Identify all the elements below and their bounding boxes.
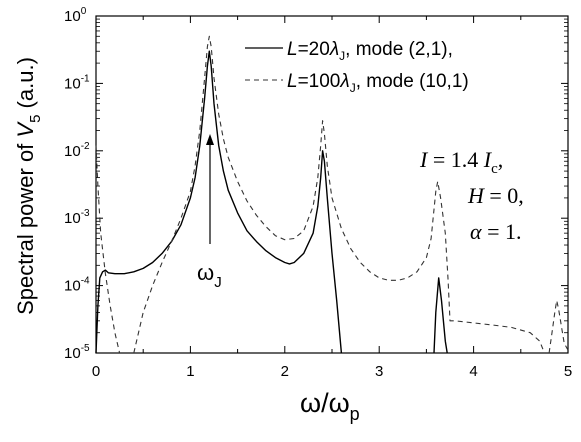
axis-ticks [95, 15, 569, 354]
x-tick-label: 2 [281, 363, 289, 380]
legend-label-dashed: L=100λJ, mode (10,1) [287, 71, 469, 95]
x-axis-label: ω/ωp [300, 388, 360, 424]
series-line-dashed [95, 145, 121, 354]
y-axis-label: Spectral power of V5 (a.u.) [13, 57, 44, 315]
y-axis-label-sub: 5 [27, 115, 44, 123]
y-tick-labels: 100 10-1 10-2 10-3 10-4 10-5 [64, 6, 90, 362]
y-tick-label: 100 [64, 6, 87, 25]
series-line-dashed [548, 300, 569, 354]
param-field: H = 0, [467, 183, 524, 208]
y-tick-label: 10-3 [64, 208, 90, 227]
omega-j-annotation: ωJ [197, 134, 222, 291]
y-tick-label: 10-4 [64, 276, 90, 295]
param-damping: α = 1. [470, 219, 521, 244]
x-tick-label: 0 [92, 363, 100, 380]
series-line-solid [95, 50, 343, 354]
series-line-solid [433, 277, 448, 354]
x-tick-label: 5 [564, 363, 572, 380]
y-tick-label: 10-1 [64, 73, 90, 92]
legend: L=20λJ, mode (2,1), L=100λJ, mode (10,1) [245, 39, 469, 95]
series-layer [95, 35, 569, 354]
omega-j-arrow-head [206, 134, 214, 145]
x-axis-label-sub: p [350, 404, 360, 424]
x-tick-label: 4 [469, 363, 477, 380]
series-line-dashed [133, 35, 545, 354]
x-tick-label: 1 [186, 363, 194, 380]
y-tick-label: 10-2 [64, 141, 90, 160]
x-tick-label: 3 [375, 363, 383, 380]
legend-label-solid: L=20λJ, mode (2,1), [287, 39, 453, 63]
omega-j-label: ωJ [197, 260, 222, 291]
x-tick-labels: 0 1 2 3 4 5 [92, 363, 572, 380]
param-current: I = 1.4 Ic, [419, 147, 503, 177]
y-tick-label: 10-5 [64, 343, 90, 362]
parameter-annotation: I = 1.4 Ic, H = 0, α = 1. [419, 147, 524, 244]
